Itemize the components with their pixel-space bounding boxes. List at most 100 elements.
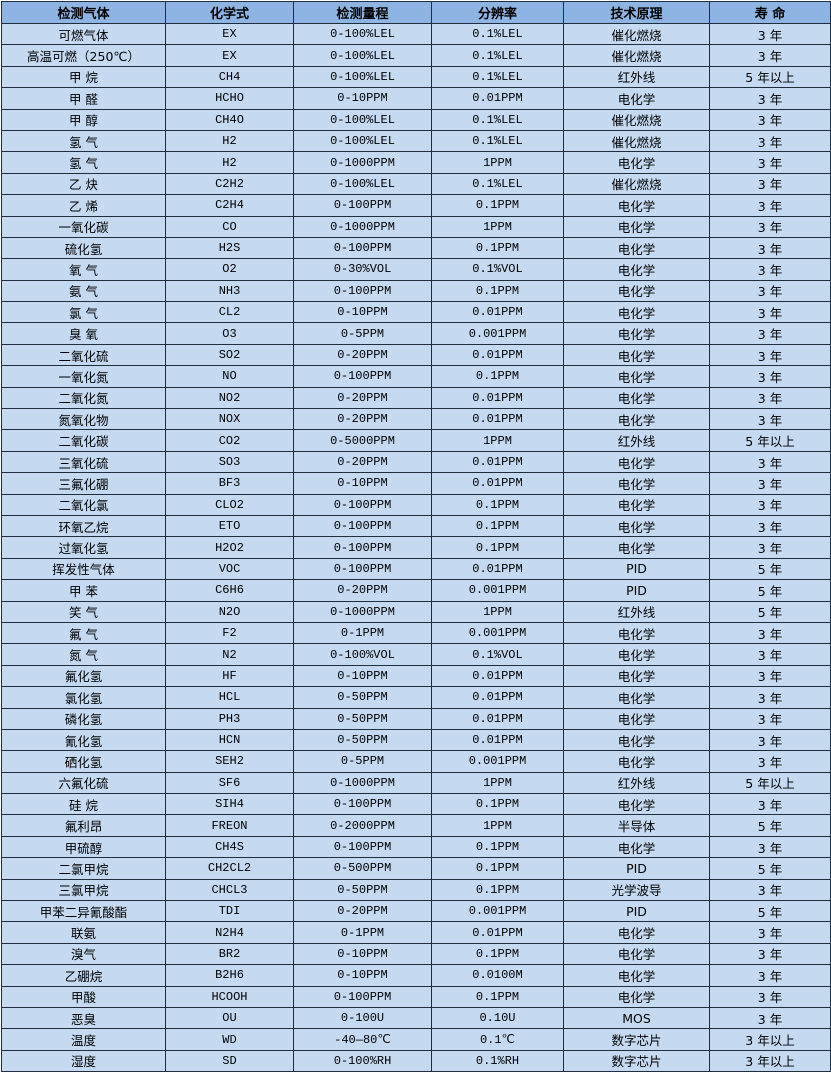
- cell-gas: 六氟化硫: [1, 771, 166, 795]
- cell-gas: 氢 气: [1, 129, 166, 153]
- cell-principle: 电化学: [563, 728, 710, 752]
- cell-resolution: 0.01PPM: [431, 450, 564, 474]
- cell-gas: 二氧化氮: [1, 386, 166, 410]
- cell-range: 0-1000PPM: [293, 771, 432, 795]
- cell-formula: C6H6: [165, 579, 294, 602]
- cell-lifespan: 3 年: [709, 942, 831, 966]
- cell-range: 0-100PPM: [293, 279, 432, 303]
- cell-range: 0-5PPM: [293, 750, 432, 773]
- cell-resolution: 0.1PPM: [431, 236, 564, 260]
- table-row: 氢 气 H2 0-100%LEL 0.1%LEL 催化燃烧 3 年: [1, 129, 831, 153]
- cell-lifespan: 3 年: [709, 750, 831, 773]
- cell-range: 0-50PPM: [293, 878, 432, 902]
- table-row: 甲 苯 C6H6 0-20PPM 0.001PPM PID 5 年: [1, 579, 831, 602]
- cell-lifespan: 5 年: [709, 900, 831, 923]
- cell-range: 0-1000PPM: [293, 151, 432, 174]
- cell-formula: EX: [165, 44, 294, 67]
- cell-lifespan: 3 年: [709, 686, 831, 709]
- cell-principle: 电化学: [563, 835, 710, 859]
- cell-gas: 挥发性气体: [1, 557, 166, 581]
- table-row: 甲硫醇 CH4S 0-100PPM 0.1PPM 电化学 3 年: [1, 835, 831, 859]
- cell-resolution: 0.1PPM: [431, 793, 564, 816]
- table-row: 三氯甲烷 CHCL3 0-50PPM 0.1PPM 光学波导 3 年: [1, 878, 831, 902]
- cell-range: 0-50PPM: [293, 728, 432, 752]
- cell-principle: PID: [563, 557, 710, 581]
- cell-lifespan: 3 年: [709, 129, 831, 153]
- cell-formula: BF3: [165, 472, 294, 495]
- cell-resolution: 1PPM: [431, 151, 564, 174]
- cell-resolution: 0.01PPM: [431, 87, 564, 110]
- cell-formula: H2: [165, 151, 294, 174]
- cell-resolution: 0.001PPM: [431, 750, 564, 773]
- cell-formula: C2H4: [165, 194, 294, 217]
- cell-resolution: 1PPM: [431, 814, 564, 837]
- cell-range: 0-20PPM: [293, 408, 432, 431]
- cell-principle: 电化学: [563, 301, 710, 324]
- cell-resolution: 0.1%LEL: [431, 22, 564, 46]
- cell-lifespan: 3 年: [709, 87, 831, 110]
- cell-resolution: 0.10U: [431, 1006, 564, 1030]
- cell-principle: 电化学: [563, 964, 710, 987]
- cell-principle: 电化学: [563, 707, 710, 730]
- cell-gas: 二氧化硫: [1, 343, 166, 367]
- cell-principle: 光学波导: [563, 878, 710, 902]
- cell-formula: ETO: [165, 514, 294, 538]
- cell-range: 0-100%LEL: [293, 108, 432, 131]
- cell-range: 0-100%RH: [293, 1049, 432, 1073]
- cell-resolution: 0.1%LEL: [431, 108, 564, 131]
- cell-range: 0-10PPM: [293, 942, 432, 966]
- cell-formula: SF6: [165, 771, 294, 795]
- cell-gas: 三氟化硼: [1, 472, 166, 495]
- table-row: 氯 气 CL2 0-10PPM 0.01PPM 电化学 3 年: [1, 301, 831, 324]
- cell-principle: PID: [563, 579, 710, 602]
- cell-formula: NO2: [165, 386, 294, 410]
- cell-formula: NO: [165, 365, 294, 388]
- cell-principle: 半导体: [563, 814, 710, 837]
- cell-gas: 一氧化氮: [1, 365, 166, 388]
- cell-principle: PID: [563, 900, 710, 923]
- table-row: 六氟化硫 SF6 0-1000PPM 1PPM 红外线 5 年以上: [1, 771, 831, 795]
- cell-resolution: 0.01PPM: [431, 386, 564, 410]
- cell-lifespan: 5 年: [709, 600, 831, 623]
- cell-principle: 电化学: [563, 322, 710, 345]
- cell-range: 0-100%LEL: [293, 22, 432, 46]
- table-row: 氟利昂 FREON 0-2000PPM 1PPM 半导体 5 年: [1, 814, 831, 837]
- cell-principle: 电化学: [563, 215, 710, 238]
- cell-range: 0-100%LEL: [293, 44, 432, 67]
- cell-resolution: 0.001PPM: [431, 900, 564, 923]
- cell-range: -40—80℃: [293, 1028, 432, 1051]
- table-row: 氮氧化物 NOX 0-20PPM 0.01PPM 电化学 3 年: [1, 408, 831, 431]
- cell-range: 0-1PPM: [293, 921, 432, 944]
- cell-range: 0-2000PPM: [293, 814, 432, 837]
- cell-gas: 乙 烯: [1, 194, 166, 217]
- cell-formula: HCN: [165, 728, 294, 752]
- cell-resolution: 0.01PPM: [431, 728, 564, 752]
- cell-range: 0-100PPM: [293, 557, 432, 581]
- cell-principle: 电化学: [563, 279, 710, 303]
- cell-lifespan: 3 年: [709, 835, 831, 859]
- cell-gas: 环氧乙烷: [1, 514, 166, 538]
- header-lifespan: 寿 命: [709, 1, 831, 24]
- cell-gas: 乙 炔: [1, 172, 166, 196]
- cell-formula: CH4S: [165, 835, 294, 859]
- cell-lifespan: 3 年: [709, 194, 831, 217]
- cell-gas: 氟利昂: [1, 814, 166, 837]
- cell-principle: 电化学: [563, 793, 710, 816]
- cell-gas: 二氧化碳: [1, 429, 166, 452]
- cell-resolution: 0.01PPM: [431, 557, 564, 581]
- cell-range: 0-100PPM: [293, 194, 432, 217]
- cell-lifespan: 3 年: [709, 664, 831, 688]
- cell-range: 0-10PPM: [293, 664, 432, 688]
- cell-gas: 三氧化硫: [1, 450, 166, 474]
- cell-range: 0-5PPM: [293, 322, 432, 345]
- cell-gas: 氯 气: [1, 301, 166, 324]
- cell-range: 0-10PPM: [293, 301, 432, 324]
- cell-lifespan: 3 年: [709, 472, 831, 495]
- cell-gas: 硫化氢: [1, 236, 166, 260]
- cell-gas: 过氧化氢: [1, 536, 166, 559]
- cell-gas: 恶臭: [1, 1006, 166, 1030]
- cell-range: 0-100%LEL: [293, 129, 432, 153]
- cell-gas: 氰化氢: [1, 728, 166, 752]
- cell-formula: H2S: [165, 236, 294, 260]
- cell-gas: 甲苯二异氰酸酯: [1, 900, 166, 923]
